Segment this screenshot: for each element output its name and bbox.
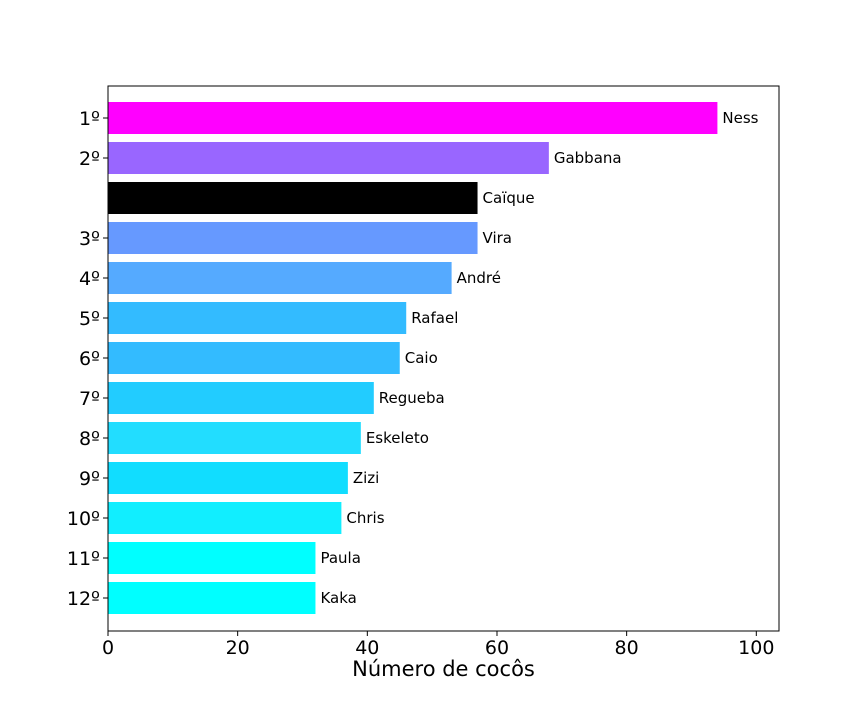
x-tick-label: 20 (226, 637, 250, 659)
y-axis-tick-labels: 1º 2º 3º 4º 5º 6º 7º 8º 9º 10º 11º 12º (67, 108, 108, 610)
bar-name-label: Caio (405, 349, 438, 367)
y-tick-label: 11º (67, 548, 100, 570)
bar (108, 302, 407, 334)
bar (108, 342, 400, 374)
y-tick-label: 6º (79, 348, 100, 370)
bar (108, 462, 348, 494)
bar-labels-layer: Ness Gabbana Caïque Vira André Rafael Caio Regu… (320, 109, 758, 607)
y-tick-label: 10º (67, 508, 100, 530)
x-tick-label: 80 (615, 637, 639, 659)
x-tick-label: 0 (102, 637, 114, 659)
bar (108, 542, 316, 574)
bar-name-label: Gabbana (554, 149, 622, 167)
x-tick-label: 40 (355, 637, 379, 659)
bar-name-label: André (457, 269, 501, 287)
bar-name-label: Regueba (379, 389, 445, 407)
bar-name-label: Zizi (353, 469, 379, 487)
bar-name-label: Chris (346, 509, 384, 527)
x-tick-label: 100 (738, 637, 774, 659)
bar-name-label: Caïque (483, 189, 535, 207)
bar (108, 102, 718, 134)
y-tick-label: 1º (79, 108, 100, 130)
x-tick-label: 60 (485, 637, 509, 659)
bar-name-label: Kaka (320, 589, 356, 607)
bar (108, 582, 316, 614)
bars-layer (108, 102, 718, 614)
bar-name-label: Paula (320, 549, 360, 567)
y-tick-label: 2º (79, 148, 100, 170)
bar (108, 222, 478, 254)
bar-name-label: Ness (722, 109, 758, 127)
y-tick-label: 4º (79, 268, 100, 290)
y-tick-label: 5º (79, 308, 100, 330)
plot-frame (107, 85, 780, 632)
bar-name-label: Rafael (411, 309, 458, 327)
y-tick-label: 8º (79, 428, 100, 450)
bar (108, 382, 374, 414)
bar-name-label: Vira (483, 229, 512, 247)
bar (108, 502, 342, 534)
y-tick-label: 9º (79, 468, 100, 490)
y-tick-label: 7º (79, 388, 100, 410)
bar (108, 142, 549, 174)
bar (108, 422, 361, 454)
y-tick-label: 12º (67, 588, 100, 610)
x-axis-ticks: 0 20 40 60 80 100 (102, 631, 774, 659)
bar (108, 262, 452, 294)
y-tick-label: 3º (79, 228, 100, 250)
bar (108, 182, 478, 214)
x-axis-title: Número de cocôs (352, 657, 535, 681)
bar-name-label: Eskeleto (366, 429, 429, 447)
